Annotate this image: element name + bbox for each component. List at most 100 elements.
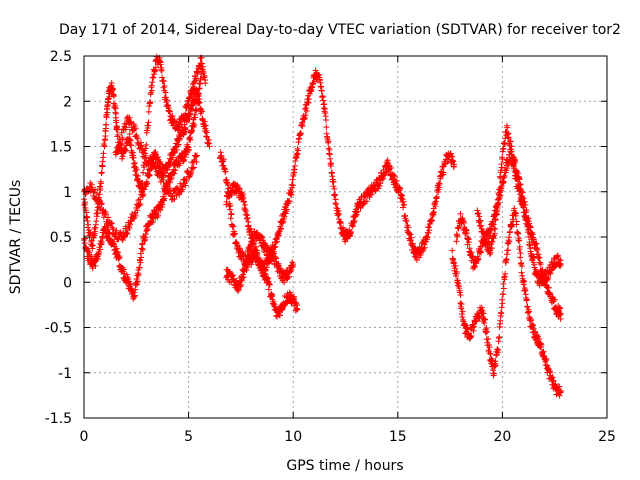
data-point bbox=[98, 201, 105, 208]
data-point bbox=[403, 217, 410, 224]
series-track-h bbox=[449, 205, 564, 399]
data-point bbox=[478, 249, 485, 256]
series-track-f bbox=[223, 180, 301, 320]
data-point bbox=[518, 263, 525, 270]
data-point bbox=[138, 139, 145, 146]
data-point bbox=[128, 142, 135, 149]
data-point bbox=[504, 124, 511, 131]
data-point bbox=[126, 114, 133, 121]
data-point bbox=[101, 143, 108, 150]
series-track-g bbox=[223, 247, 297, 294]
data-point bbox=[459, 313, 466, 320]
data-point bbox=[497, 174, 504, 181]
data-point bbox=[169, 154, 176, 161]
data-point bbox=[517, 250, 524, 257]
data-point bbox=[183, 177, 190, 184]
x-tick-label: 10 bbox=[284, 429, 302, 445]
data-point bbox=[521, 278, 528, 285]
data-point bbox=[182, 126, 189, 133]
data-point bbox=[476, 213, 483, 220]
data-point bbox=[248, 261, 255, 268]
data-point bbox=[144, 127, 151, 134]
data-point bbox=[318, 87, 325, 94]
data-point bbox=[204, 133, 211, 140]
x-tick-label: 5 bbox=[184, 429, 193, 445]
data-point bbox=[259, 234, 266, 241]
data-point bbox=[302, 112, 309, 119]
data-point bbox=[186, 173, 193, 180]
data-point bbox=[246, 231, 253, 238]
data-point bbox=[122, 223, 129, 230]
data-point bbox=[190, 164, 197, 171]
data-point bbox=[328, 160, 335, 167]
data-point bbox=[465, 239, 472, 246]
data-point bbox=[98, 180, 105, 187]
data-point bbox=[504, 247, 511, 254]
data-point bbox=[104, 226, 111, 233]
data-point bbox=[126, 130, 133, 137]
data-point bbox=[141, 164, 148, 171]
data-point bbox=[449, 247, 456, 254]
data-point bbox=[266, 281, 273, 288]
data-point bbox=[471, 263, 478, 270]
data-point bbox=[150, 74, 157, 81]
data-point bbox=[271, 301, 278, 308]
data-point bbox=[203, 133, 210, 140]
data-point bbox=[82, 199, 89, 206]
data-point bbox=[136, 264, 143, 271]
data-point bbox=[218, 152, 225, 159]
data-point bbox=[550, 298, 557, 305]
data-point bbox=[148, 87, 155, 94]
data-point bbox=[480, 230, 487, 237]
axis-ticks: 0 5 10 15 20 25 -1.5 -1 -0.5 0 0.5 1 1.5 2 2.5 bbox=[45, 49, 616, 445]
data-point bbox=[99, 234, 106, 241]
data-point bbox=[88, 181, 95, 188]
data-point bbox=[483, 325, 490, 332]
data-point bbox=[122, 126, 129, 133]
data-point bbox=[193, 159, 200, 166]
data-point bbox=[516, 237, 523, 244]
data-point bbox=[524, 221, 531, 228]
data-point bbox=[141, 147, 148, 154]
data-point bbox=[498, 304, 505, 311]
data-point bbox=[295, 147, 302, 154]
data-point bbox=[222, 168, 229, 175]
data-point bbox=[557, 310, 564, 317]
data-point bbox=[463, 230, 470, 237]
data-point bbox=[393, 177, 400, 184]
data-point bbox=[113, 227, 120, 234]
data-point bbox=[149, 211, 156, 218]
data-point bbox=[540, 348, 547, 355]
data-point bbox=[554, 252, 561, 259]
data-point bbox=[185, 103, 192, 110]
data-point bbox=[265, 286, 272, 293]
data-point bbox=[480, 310, 487, 317]
data-point bbox=[91, 186, 98, 193]
data-point bbox=[139, 180, 146, 187]
data-point bbox=[421, 244, 428, 251]
data-point bbox=[98, 169, 105, 176]
data-point bbox=[171, 170, 178, 177]
y-tick-label: -1 bbox=[58, 366, 72, 382]
data-point bbox=[168, 196, 175, 203]
data-point bbox=[454, 277, 461, 284]
data-point bbox=[523, 217, 530, 224]
data-point bbox=[139, 246, 146, 253]
data-point bbox=[193, 152, 200, 159]
data-point bbox=[507, 138, 514, 145]
data-point bbox=[89, 242, 96, 249]
data-point bbox=[98, 200, 105, 207]
data-point bbox=[530, 322, 537, 329]
data-point bbox=[525, 308, 532, 315]
y-tick-label: 0.5 bbox=[50, 230, 72, 246]
data-point bbox=[228, 210, 235, 217]
series-track-e bbox=[216, 67, 458, 268]
data-point bbox=[159, 174, 166, 181]
series-track-d bbox=[112, 114, 200, 203]
data-point bbox=[508, 143, 515, 150]
data-point bbox=[191, 85, 198, 92]
data-point bbox=[498, 310, 505, 317]
data-point bbox=[174, 185, 181, 192]
data-point bbox=[529, 321, 536, 328]
